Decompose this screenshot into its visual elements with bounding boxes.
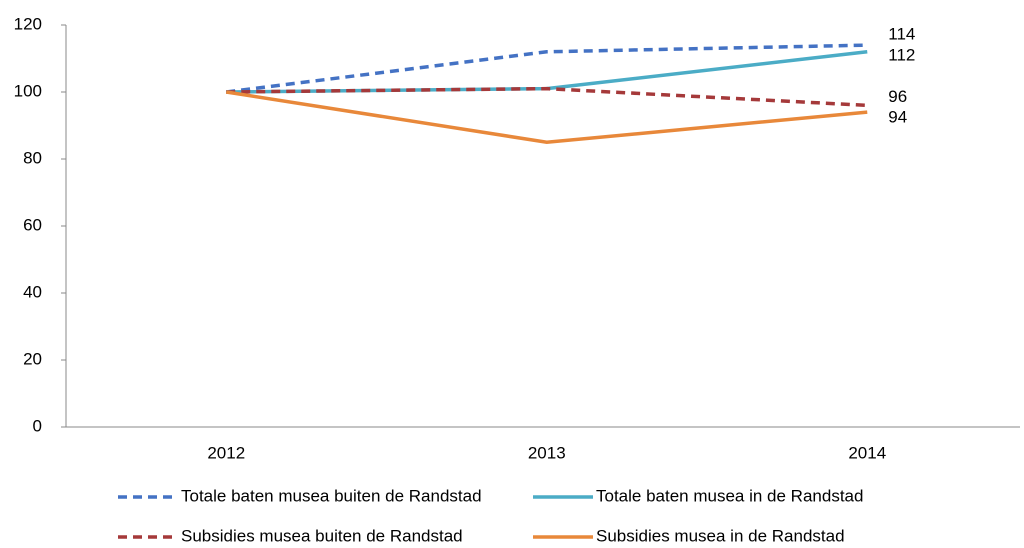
data-label: 96 [888, 87, 907, 106]
x-tick-label: 2012 [207, 443, 245, 462]
series-line [226, 50, 868, 94]
series-line [225, 90, 868, 145]
data-label: 114 [888, 25, 915, 44]
y-tick-label: 100 [14, 81, 42, 100]
y-tick-label: 120 [14, 14, 42, 33]
y-tick-label: 60 [23, 215, 42, 234]
legend-label: Totale baten musea in de Randstad [596, 486, 863, 505]
series-line [226, 43, 868, 94]
legend-label: Subsidies musea buiten de Randstad [181, 526, 463, 545]
y-tick-label: 80 [23, 148, 42, 167]
x-tick-label: 2013 [528, 443, 566, 462]
y-tick-label: 20 [23, 349, 42, 368]
data-label: 94 [888, 108, 907, 127]
y-tick-label: 0 [33, 416, 42, 435]
data-label: 112 [888, 45, 915, 64]
series-line [226, 86, 868, 108]
y-tick-label: 40 [23, 282, 42, 301]
legend-label: Subsidies musea in de Randstad [596, 526, 845, 545]
x-tick-label: 2014 [848, 443, 886, 462]
legend-label: Totale baten musea buiten de Randstad [181, 486, 482, 505]
